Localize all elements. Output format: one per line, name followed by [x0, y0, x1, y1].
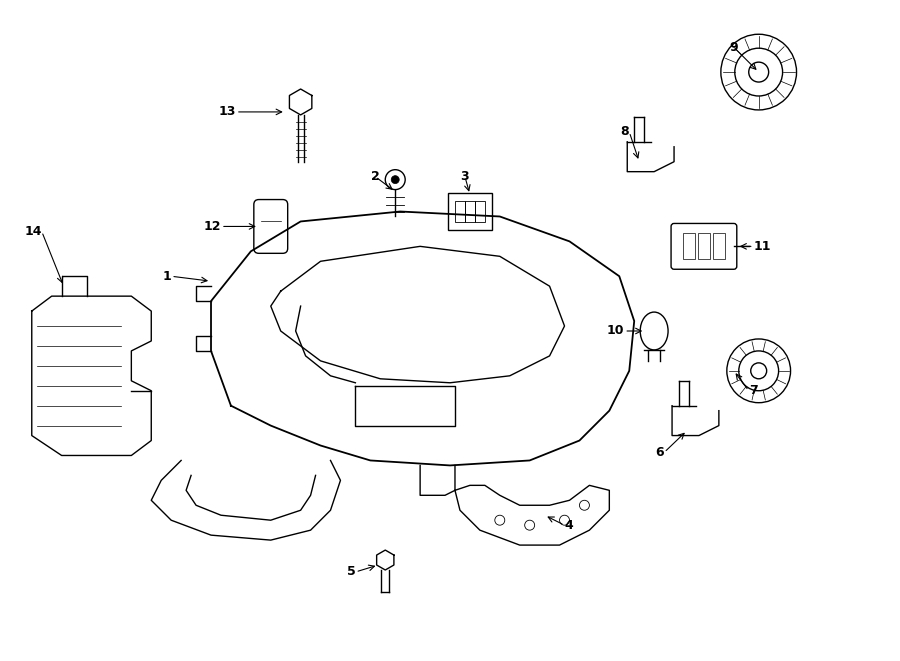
Text: 10: 10 — [607, 325, 625, 338]
Text: 14: 14 — [24, 225, 41, 238]
Text: 1: 1 — [162, 270, 171, 283]
Text: 13: 13 — [219, 105, 236, 118]
Text: 12: 12 — [203, 220, 221, 233]
Text: 5: 5 — [346, 565, 356, 578]
Text: 9: 9 — [730, 41, 738, 54]
Text: 4: 4 — [564, 519, 573, 531]
Text: 2: 2 — [371, 170, 380, 183]
Text: 11: 11 — [753, 240, 771, 253]
Text: 3: 3 — [461, 170, 469, 183]
Text: 8: 8 — [621, 126, 629, 138]
Circle shape — [392, 176, 400, 184]
Text: 6: 6 — [655, 446, 664, 459]
Text: 7: 7 — [749, 384, 758, 397]
